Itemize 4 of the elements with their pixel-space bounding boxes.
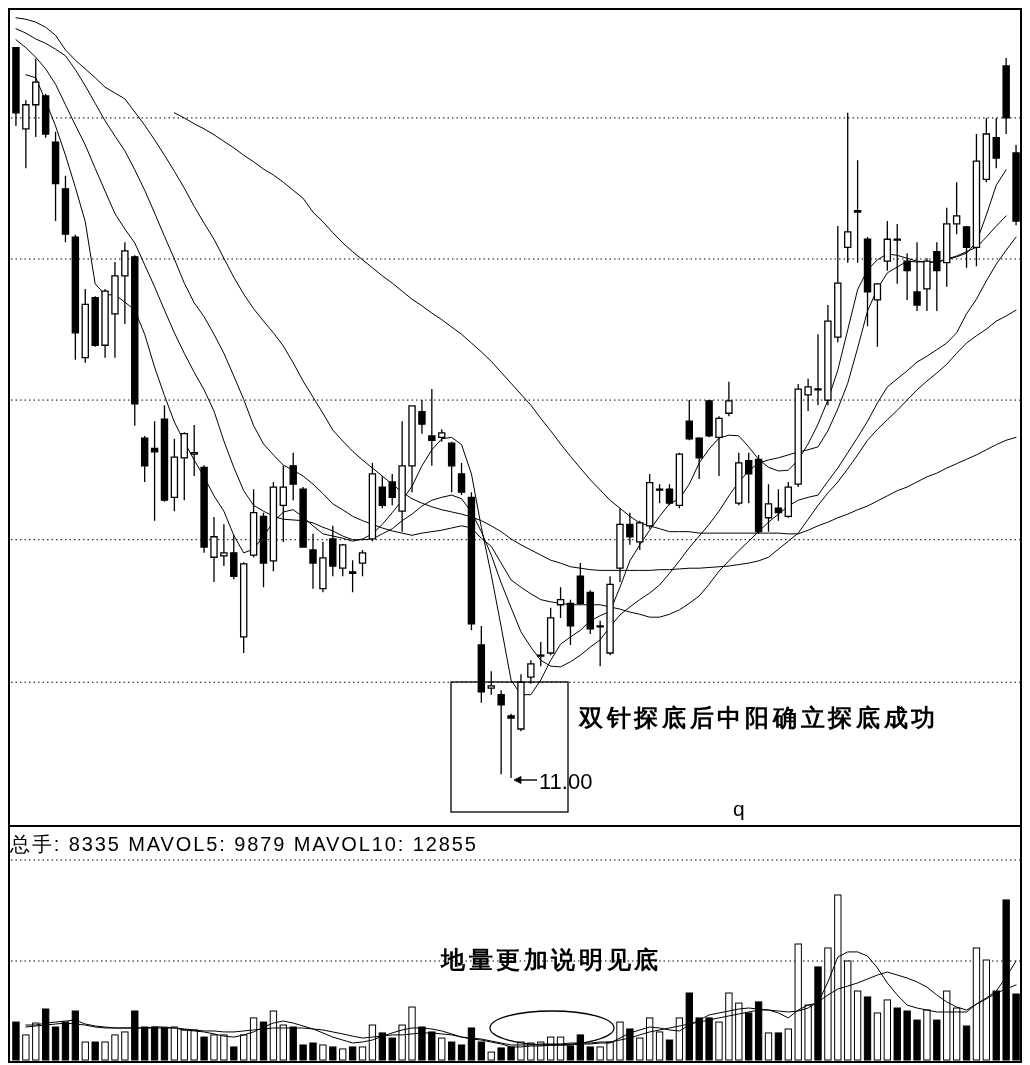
chart-title: 总手: 8335 MAVOL5: 9879 MAVOL10: 12855: [9, 833, 478, 855]
text: q: [733, 797, 745, 820]
annotation: 双针探底后中阳确立探底成功: [578, 704, 940, 731]
annotation: 地量更加说明见底: [440, 946, 662, 973]
